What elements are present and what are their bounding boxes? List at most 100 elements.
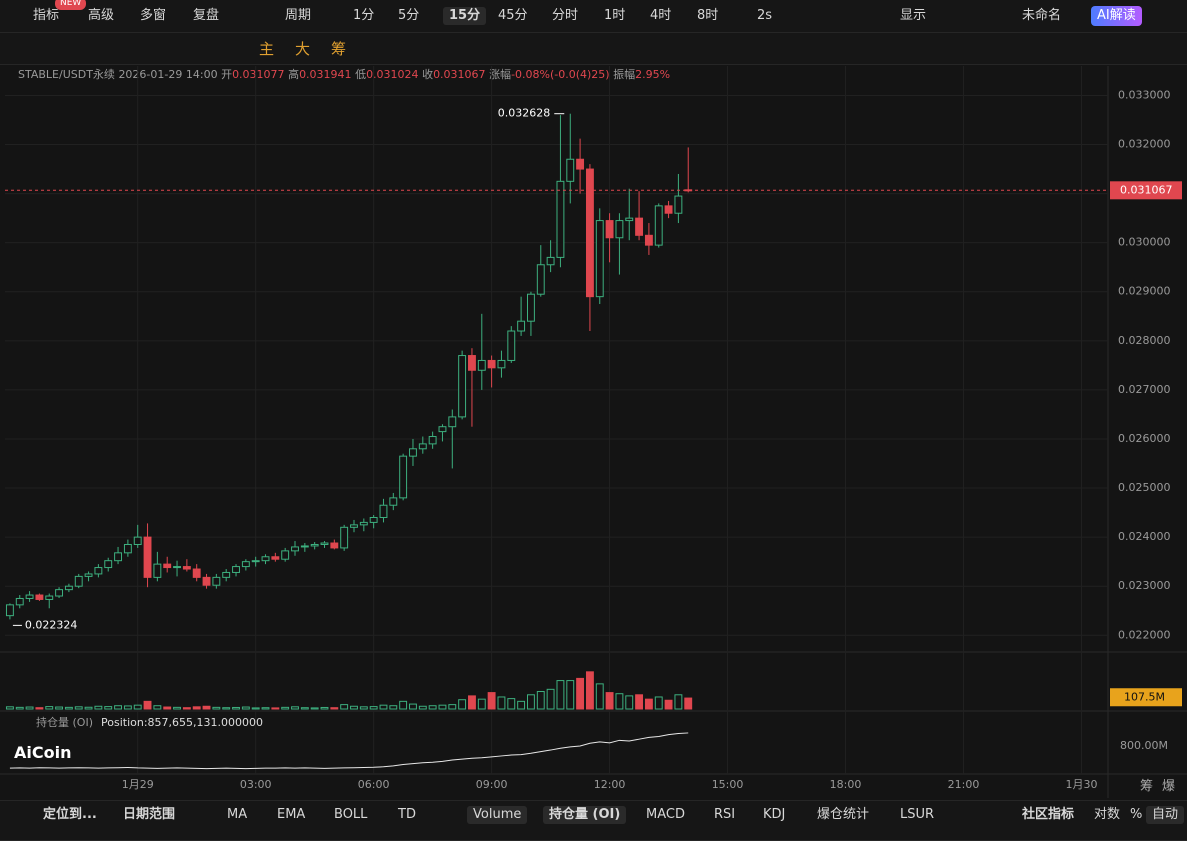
volume-bar [94, 705, 103, 710]
indicator-tab[interactable]: 持仓量 (OI) [543, 806, 627, 824]
indicator-tab[interactable]: Volume [467, 806, 528, 824]
date-range-button[interactable]: 日期范围 [123, 807, 176, 822]
advanced-button[interactable]: 高级 [88, 8, 115, 23]
volume-bar [350, 705, 358, 710]
candle-body [428, 436, 437, 445]
period-option[interactable]: 15分 [443, 7, 487, 25]
candle-body [359, 521, 368, 526]
period-button[interactable]: 周期 [285, 8, 312, 23]
volume-bar [546, 688, 555, 710]
volume-bar [418, 705, 427, 710]
info-line: STABLE/USDT永续 2026-01-29 14:00 开0.031077… [18, 66, 670, 84]
ai-button[interactable]: AI解读 [1091, 6, 1142, 26]
indicator-tab[interactable]: BOLL [334, 807, 368, 822]
indicator-tab[interactable]: MA [227, 807, 248, 822]
candle-body [5, 604, 14, 617]
candle-body [133, 536, 142, 545]
volume-bar [123, 705, 132, 710]
volume-bar [241, 706, 250, 710]
candle-body [192, 568, 201, 578]
y-tick-label: 0.026000 [1118, 432, 1171, 445]
period-option[interactable]: 1时 [604, 8, 626, 23]
oi-position: Position:857,655,131.000000 [101, 716, 264, 729]
layout-name[interactable]: 未命名 [1022, 8, 1062, 23]
label: 振幅 [613, 68, 636, 81]
big-order-button[interactable]: 大 [295, 40, 311, 58]
candle-body [271, 556, 280, 560]
volume-bar [163, 706, 172, 710]
label: 高 [288, 68, 300, 81]
x-tick-label: 06:00 [358, 778, 390, 791]
candle-body [497, 359, 506, 369]
volume-bar [35, 707, 44, 710]
volume-bar [399, 700, 408, 710]
y-tick-label: 0.031000 [1118, 187, 1171, 200]
replay-button[interactable]: 复盘 [193, 8, 220, 23]
period-option[interactable]: 1分 [353, 8, 375, 23]
candle-body [241, 561, 250, 568]
volume-bar [55, 706, 64, 710]
period-option[interactable]: 45分 [498, 8, 528, 23]
multi-window-button[interactable]: 多窗 [140, 8, 167, 23]
volume-bar [114, 705, 122, 710]
candle-body [654, 205, 663, 246]
period-option[interactable]: 5分 [398, 8, 420, 23]
volume-bar [409, 703, 417, 710]
x-tick-label: 1月29 [122, 778, 154, 791]
x-tick-label: 18:00 [830, 778, 862, 791]
candle-body [202, 576, 211, 586]
candle-body [212, 576, 221, 586]
locate-button[interactable]: 定位到... [43, 807, 97, 822]
volume-bar [654, 696, 663, 710]
candle-body [556, 180, 565, 258]
volume-bar [202, 705, 211, 710]
side-button[interactable]: 筹 [1140, 779, 1154, 794]
volume-bar [64, 706, 73, 710]
candle-body [487, 359, 496, 369]
y-tick-label: 0.023000 [1118, 579, 1171, 592]
candle-body [674, 195, 683, 214]
display-button[interactable]: 显示 [900, 8, 927, 23]
x-tick-label: 12:00 [594, 778, 626, 791]
candle-body [114, 552, 122, 562]
indicator-tab[interactable]: RSI [714, 807, 736, 822]
volume-bar [192, 706, 201, 710]
period-option[interactable]: 4时 [650, 8, 672, 23]
candle-body [281, 550, 290, 560]
candle-body [25, 594, 34, 599]
auto-button[interactable]: 自动 [1146, 806, 1185, 824]
main-force-button[interactable]: 主 [259, 40, 275, 58]
indicator-tab[interactable]: KDJ [763, 807, 786, 822]
period-option[interactable]: 8时 [697, 8, 719, 23]
volume-bar [458, 699, 467, 710]
indicator-tab[interactable]: 爆仓统计 [817, 807, 870, 822]
indicators-button[interactable]: 指标 [33, 8, 60, 23]
side-button[interactable]: 爆 [1162, 779, 1176, 794]
candle-body [389, 497, 398, 506]
community-button[interactable]: 社区指标 [1022, 807, 1075, 822]
oi-line [9, 732, 689, 770]
chips-button[interactable]: 筹 [331, 40, 347, 58]
indicator-tab[interactable]: LSUR [900, 807, 935, 822]
period-option[interactable]: 分时 [552, 8, 579, 23]
volume-bar [576, 677, 585, 710]
candle-body [251, 560, 260, 563]
volume-bar [232, 706, 240, 710]
percent-button[interactable]: % [1130, 807, 1143, 822]
candle-body [84, 573, 93, 577]
volume-bar [497, 696, 506, 710]
max-label: 0.032628 [498, 107, 551, 120]
top-toolbar [0, 0, 1187, 33]
candle-body [123, 543, 132, 554]
indicator-tab[interactable]: TD [398, 807, 416, 822]
y-tick-label: 0.022000 [1118, 628, 1171, 641]
log-button[interactable]: 对数 [1094, 807, 1121, 822]
indicator-tab[interactable]: MACD [646, 807, 685, 822]
indicator-tab[interactable]: EMA [277, 807, 306, 822]
volume-bar [517, 700, 526, 710]
candle-body [153, 563, 162, 578]
refresh-button[interactable]: 2s [757, 8, 773, 23]
x-tick-label: 09:00 [476, 778, 508, 791]
volume-bar [566, 680, 575, 710]
